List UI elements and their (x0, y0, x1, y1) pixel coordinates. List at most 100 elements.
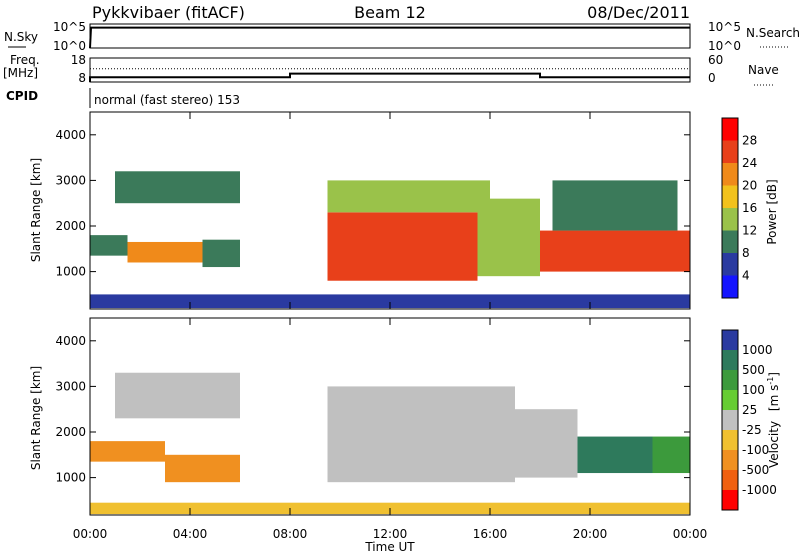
velocity-colorbar: 1000 500 100 25 -25 -100 -500 -1000 (721, 329, 777, 511)
freq-unit-label: [MHz] (3, 66, 38, 80)
power-block (552, 180, 678, 231)
cpid-panel: CPID normal (fast stereo) 153 (6, 88, 240, 108)
nsearch-tick-top: 10^5 (708, 20, 741, 34)
velocity-colorbar-swatch (722, 490, 738, 510)
velocity-colorbar-swatch (722, 410, 738, 430)
power-colorbar-swatch (722, 185, 738, 208)
power-colorbar-swatch (722, 140, 738, 163)
velocity-label-unit: [m s (767, 385, 781, 411)
beam-title: Beam 12 (354, 3, 426, 22)
nsky-tick-bottom: 10^0 (53, 39, 86, 53)
cpid-label: CPID (6, 89, 38, 103)
nsky-panel: N.Sky 10^5 10^0 10^5 10^0 N.Search (4, 20, 800, 53)
nsky-label: N.Sky (4, 30, 38, 44)
xtick-label: 04:00 (173, 527, 208, 541)
velocity-colorbar-swatch (722, 430, 738, 450)
velocity-ytick-label: 2000 (55, 425, 86, 439)
velocity-ylabel: Slant Range [km] (29, 366, 43, 470)
xtick-label: 00:00 (73, 527, 108, 541)
power-colorbar-swatch (722, 275, 738, 298)
freq-tick-bottom: 8 (78, 71, 86, 85)
nsearch-tick-bottom: 10^0 (708, 39, 741, 53)
velocity-colorbar-label: Velocity [m s-1] (766, 372, 781, 468)
power-block (327, 212, 478, 281)
xtick-label: 20:00 (573, 527, 608, 541)
velocity-block (90, 441, 165, 462)
power-colorbar-tick: 8 (742, 246, 750, 260)
power-colorbar-swatch (722, 208, 738, 231)
velocity-block (515, 409, 578, 478)
velocity-block (652, 436, 690, 474)
velocity-ytick-label: 3000 (55, 379, 86, 393)
velocity-label-sup: -1 (766, 377, 775, 385)
velocity-block (165, 454, 240, 483)
power-colorbar-label: Power [dB] (765, 179, 779, 244)
power-panel: 1000 2000 3000 4000 Slant Range [km] (29, 111, 691, 310)
power-colorbar-frame (721, 117, 739, 299)
velocity-colorbar-tick: 1000 (742, 343, 773, 357)
nave-tick-top: 60 (708, 53, 723, 67)
velocity-colorbar-frame (721, 329, 739, 511)
power-block (90, 294, 690, 309)
velocity-colorbar-tick: -1000 (742, 483, 777, 497)
velocity-colorbar-tick: -500 (742, 463, 769, 477)
velocity-colorbar-swatch (722, 450, 738, 470)
freq-label: Freq. (10, 53, 40, 67)
velocity-colorbar-tick: 500 (742, 363, 765, 377)
velocity-ytick-label: 1000 (55, 471, 86, 485)
power-block (202, 239, 240, 268)
power-yticks: 1000 2000 3000 4000 (55, 128, 690, 279)
xtick-label: 08:00 (273, 527, 308, 541)
velocity-colorbar-swatch (722, 370, 738, 390)
power-block (127, 241, 203, 263)
power-colorbar-swatch (722, 253, 738, 276)
nsky-tick-top: 10^5 (53, 20, 86, 34)
velocity-data (90, 372, 690, 515)
velocity-block (327, 386, 515, 483)
power-block (540, 230, 690, 272)
velocity-label-main: Velocity (767, 421, 781, 468)
power-ytick-label: 1000 (55, 265, 86, 279)
power-block (90, 235, 128, 256)
power-colorbar-tick: 24 (742, 156, 757, 170)
nsearch-label: N.Search (746, 26, 800, 40)
power-ylabel: Slant Range [km] (29, 158, 43, 262)
power-block (477, 198, 540, 277)
power-colorbar-tick: 12 (742, 224, 757, 238)
velocity-colorbar-swatch (722, 330, 738, 350)
velocity-colorbar-swatch (722, 350, 738, 370)
nave-tick-bottom: 0 (708, 71, 716, 85)
freq-frame (89, 57, 691, 83)
power-colorbar-swatch (722, 163, 738, 186)
xtick-label: 16:00 (473, 527, 508, 541)
power-colorbar: 4 8 12 16 20 24 28 (721, 117, 757, 299)
power-colorbar-tick: 28 (742, 134, 757, 148)
velocity-colorbar-tick: -100 (742, 443, 769, 457)
velocity-colorbar-tick: 100 (742, 383, 765, 397)
xtick-label: 00:00 (673, 527, 708, 541)
freq-tick-top: 18 (71, 53, 86, 67)
freq-trace (89, 72, 690, 82)
power-colorbar-swatch (722, 118, 738, 141)
power-colorbar-swatch (722, 230, 738, 253)
velocity-yticks: 1000 2000 3000 4000 (55, 334, 690, 485)
power-colorbar-tick: 16 (742, 201, 757, 215)
power-block (115, 171, 240, 204)
freq-panel: Freq. [MHz] 18 8 60 0 Nave (3, 53, 779, 86)
power-ytick-label: 2000 (55, 219, 86, 233)
nsky-trace (89, 26, 690, 49)
velocity-panel: 1000 2000 3000 4000 Slant Range [km] (29, 317, 691, 516)
velocity-block (577, 436, 653, 474)
power-ytick-label: 3000 (55, 173, 86, 187)
velocity-ytick-label: 4000 (55, 334, 86, 348)
date-title: 08/Dec/2011 (587, 3, 690, 22)
nave-label: Nave (748, 63, 779, 77)
power-colorbar-tick: 4 (742, 269, 750, 283)
velocity-label-close: ] (767, 372, 781, 377)
velocity-colorbar-swatch (722, 390, 738, 410)
power-block (327, 180, 490, 213)
station-title: Pykkvibaer (fitACF) (92, 3, 245, 22)
time-axis-label: Time UT (364, 540, 415, 554)
velocity-colorbar-swatch (722, 470, 738, 490)
power-colorbar-tick: 20 (742, 179, 757, 193)
